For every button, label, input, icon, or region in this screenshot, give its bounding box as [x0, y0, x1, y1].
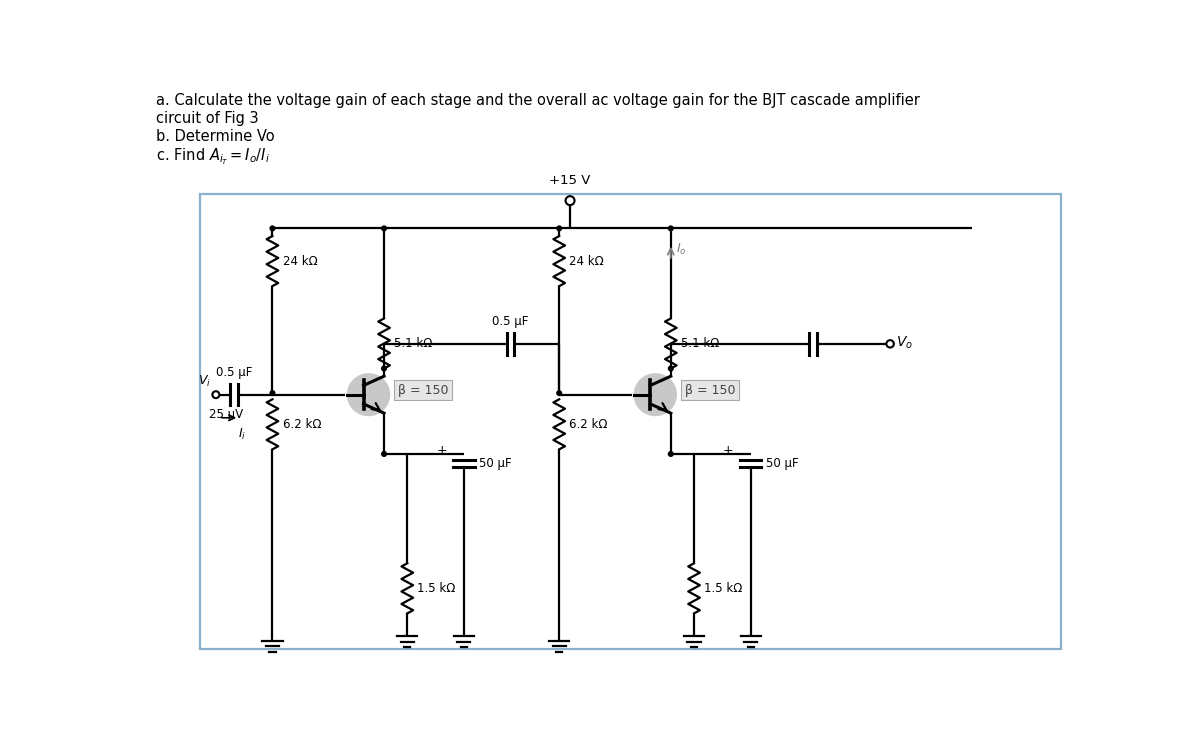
- Circle shape: [382, 226, 386, 230]
- Circle shape: [557, 226, 562, 230]
- Circle shape: [668, 226, 673, 230]
- Circle shape: [668, 367, 673, 371]
- Text: c. Find $A_{i_T} = I_o/I_i$: c. Find $A_{i_T} = I_o/I_i$: [156, 147, 270, 168]
- Text: 0.5 μF: 0.5 μF: [216, 367, 252, 379]
- Text: 50 μF: 50 μF: [479, 457, 512, 470]
- Text: 6.2 kΩ: 6.2 kΩ: [569, 418, 607, 431]
- Text: +15 V: +15 V: [550, 174, 590, 187]
- Text: 1.5 kΩ: 1.5 kΩ: [704, 582, 743, 595]
- Text: +: +: [722, 444, 733, 458]
- Text: 1.5 kΩ: 1.5 kΩ: [418, 582, 456, 595]
- Circle shape: [557, 391, 562, 396]
- Text: 25 μV: 25 μV: [209, 408, 244, 421]
- Text: $I_i$: $I_i$: [238, 427, 246, 442]
- Circle shape: [382, 367, 386, 371]
- Text: $V_o$: $V_o$: [896, 334, 913, 351]
- Circle shape: [270, 391, 275, 396]
- Circle shape: [270, 226, 275, 230]
- Text: b. Determine Vo: b. Determine Vo: [156, 129, 275, 144]
- Text: circuit of Fig 3: circuit of Fig 3: [156, 111, 259, 126]
- Text: $V_i$: $V_i$: [198, 374, 211, 389]
- Circle shape: [347, 373, 390, 416]
- Circle shape: [382, 452, 386, 456]
- Text: 50 μF: 50 μF: [766, 457, 799, 470]
- Circle shape: [668, 452, 673, 456]
- FancyBboxPatch shape: [200, 194, 1061, 649]
- Text: 0.5 μF: 0.5 μF: [492, 316, 528, 328]
- Text: β = 150: β = 150: [685, 384, 736, 396]
- Text: 6.2 kΩ: 6.2 kΩ: [282, 418, 322, 431]
- Text: 24 kΩ: 24 kΩ: [569, 254, 604, 268]
- Circle shape: [634, 373, 677, 416]
- Text: 5.1 kΩ: 5.1 kΩ: [680, 337, 719, 350]
- Text: a. Calculate the voltage gain of each stage and the overall ac voltage gain for : a. Calculate the voltage gain of each st…: [156, 93, 920, 108]
- Text: β = 150: β = 150: [398, 384, 449, 396]
- Text: 24 kΩ: 24 kΩ: [282, 254, 317, 268]
- Text: $I_o$: $I_o$: [677, 242, 686, 257]
- Text: +: +: [437, 444, 446, 458]
- Text: 5.1 kΩ: 5.1 kΩ: [394, 337, 432, 350]
